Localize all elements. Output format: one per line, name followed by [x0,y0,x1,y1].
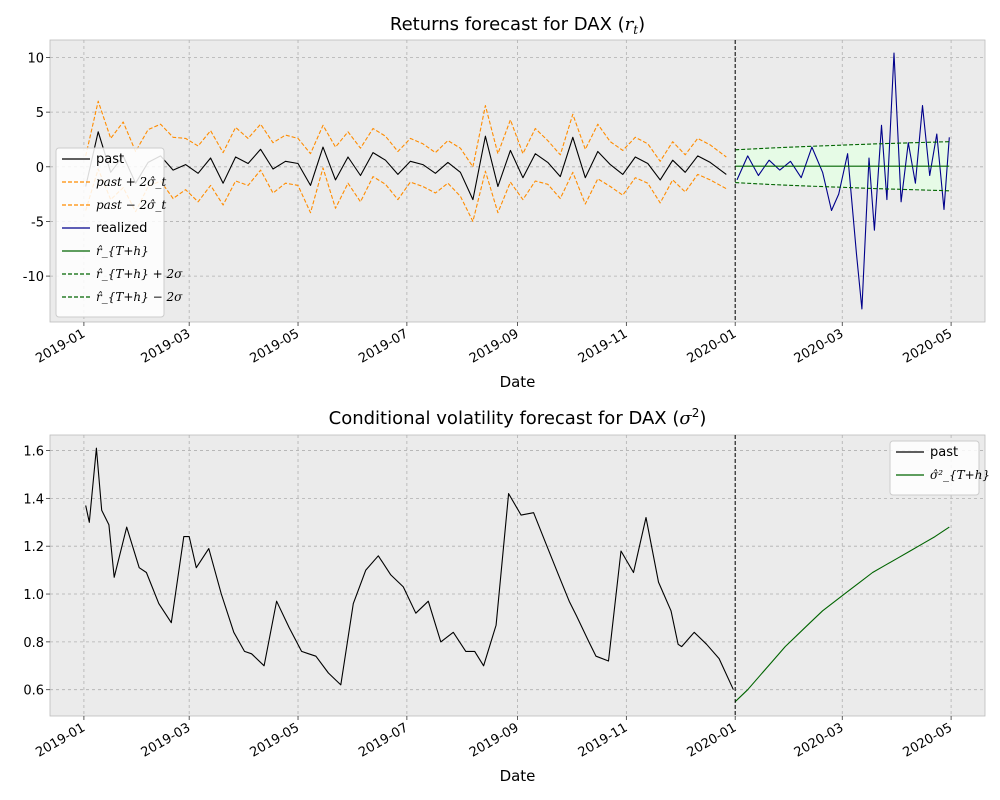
y-tick-label: 1.2 [23,540,44,555]
legend-label: past [96,152,124,167]
legend-label: past − 2σ̂_t [96,198,166,212]
series-line-realized [736,52,950,310]
x-tick-label: 2019-09 [467,326,522,366]
y-tick-label: 1.6 [23,445,44,460]
y-tick-label: 10 [27,51,44,66]
x-tick-label: 2019-01 [33,720,88,760]
series-line-series-1 [734,526,950,703]
volatility-series [85,447,950,703]
returns-x-axis-label: Date [500,373,536,391]
series-line-series-1 [85,100,727,168]
y-tick-label: 0.8 [23,636,44,651]
legend-box [889,440,980,496]
y-tick-label: 1.4 [23,492,44,507]
legend-label: realized [96,221,147,236]
series-line-past [85,131,727,201]
x-tick-label: 2020-01 [685,720,740,760]
y-tick-label: -5 [31,215,44,230]
x-tick-label: 2020-05 [901,720,956,760]
returns-series [85,52,950,310]
legend-label: r̂_{T+h} − 2σ [96,290,183,304]
x-tick-label: 2019-03 [139,326,194,366]
volatility-x-axis-label: Date [500,767,536,785]
series-line-series-2 [85,167,727,222]
series-line-past [85,447,734,690]
x-tick-label: 2020-03 [792,720,847,760]
volatility-chart-title: Conditional volatility forecast for DAX … [329,406,707,429]
x-tick-label: 2020-05 [901,326,956,366]
y-tick-label: 5 [36,106,44,121]
x-tick-label: 2019-07 [356,326,411,366]
y-tick-label: 1.0 [23,588,44,603]
y-tick-label: 0 [36,161,44,176]
x-tick-label: 2019-05 [247,720,302,760]
x-tick-label: 2020-03 [792,326,847,366]
x-tick-label: 2019-03 [139,720,194,760]
legend-box [55,147,165,318]
returns-chart-title: Returns forecast for DAX (rt) [390,14,645,37]
x-tick-label: 2019-01 [33,326,88,366]
x-tick-label: 2019-05 [247,326,302,366]
x-tick-label: 2020-01 [685,326,740,366]
legend-label: r̂_{T+h} [96,244,149,258]
x-tick-label: 2019-07 [356,720,411,760]
x-tick-label: 2019-11 [576,720,631,760]
legend-label: σ̂²_{T+h} [930,468,990,482]
x-tick-label: 2019-09 [467,720,522,760]
y-tick-label: 0.6 [23,684,44,699]
legend-label: r̂_{T+h} + 2σ [96,267,183,281]
legend-label: past [930,445,958,460]
volatility-legend: past σ̂²_{T+h} [889,440,990,496]
y-tick-label: -10 [23,270,44,285]
legend-label: past + 2σ̂_t [96,175,166,189]
volatility-chart-panel: 2019-01 2019-03 2019-05 2019-07 2019-09 2019-… [23,406,990,785]
x-tick-label: 2019-11 [576,326,631,366]
returns-chart-panel: 2019-01 2019-03 2019-05 2019-07 2019-09 2019-… [23,14,986,391]
